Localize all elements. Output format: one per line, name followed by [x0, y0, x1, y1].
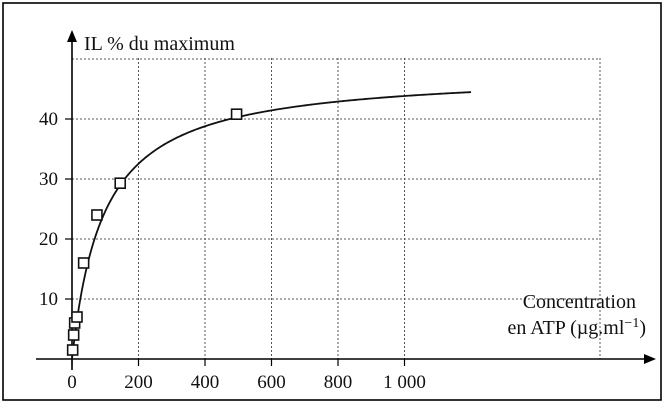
x-tick-label: 600	[257, 372, 286, 393]
data-point-marker	[67, 329, 80, 341]
y-axis-title: IL % du maximum	[84, 33, 235, 55]
x-axis-title-line2: en ATP (µg.ml−1)	[508, 316, 646, 339]
x-axis-title-line1: Concentration	[523, 291, 636, 313]
data-point-marker	[77, 257, 90, 269]
x-tick-label: 1 000	[383, 372, 426, 393]
x-tick-label: 400	[191, 372, 220, 393]
data-markers	[66, 108, 243, 356]
data-point-marker	[114, 177, 127, 189]
ticks: 0 200 400 600 800 1 000 10 20 30 40	[39, 109, 426, 393]
x-axis-arrow-icon	[644, 354, 656, 364]
y-tick-label: 40	[39, 109, 58, 130]
x-tick-label: 800	[324, 372, 353, 393]
x-tick-label: 0	[67, 372, 77, 393]
data-point-marker	[230, 108, 243, 120]
fit-curve	[71, 91, 472, 360]
x-axis-title-superscript: −1	[624, 316, 639, 331]
data-point-marker	[91, 209, 103, 221]
data-point-marker	[71, 311, 83, 323]
x-axis-title-close: )	[639, 317, 646, 339]
y-tick-label: 20	[39, 229, 58, 250]
y-tick-label: 30	[39, 169, 58, 190]
x-axis-title-text: en ATP (µg.ml	[508, 317, 625, 339]
fit-curve-layer	[71, 91, 472, 360]
y-axis-arrow-icon	[67, 30, 77, 42]
y-tick-label: 10	[39, 289, 58, 310]
x-tick-label: 200	[124, 372, 153, 393]
grid	[72, 58, 601, 359]
data-point-marker	[66, 344, 79, 356]
